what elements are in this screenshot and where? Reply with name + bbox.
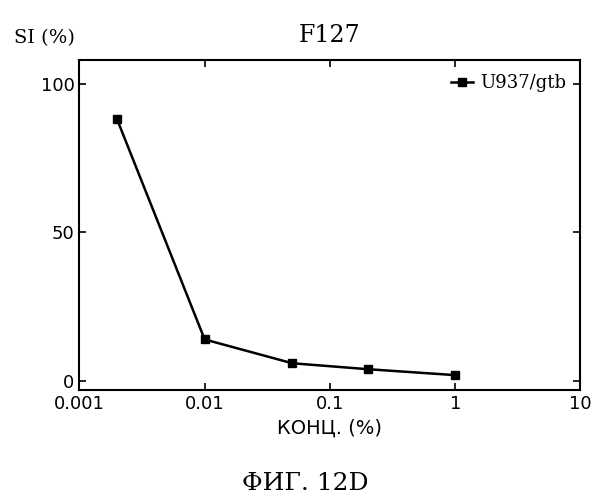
- U937/gtb: [364, 366, 371, 372]
- Line: U937/gtb: U937/gtb: [113, 116, 459, 380]
- U937/gtb: [288, 360, 296, 366]
- Text: ФИГ. 12D: ФИГ. 12D: [242, 472, 369, 495]
- Text: F127: F127: [299, 24, 360, 47]
- Legend: U937/gtb: U937/gtb: [445, 69, 571, 98]
- U937/gtb: [452, 372, 459, 378]
- X-axis label: КОНЦ. (%): КОНЦ. (%): [277, 418, 382, 438]
- U937/gtb: [201, 336, 208, 342]
- Text: SI (%): SI (%): [14, 29, 75, 47]
- U937/gtb: [114, 116, 121, 122]
